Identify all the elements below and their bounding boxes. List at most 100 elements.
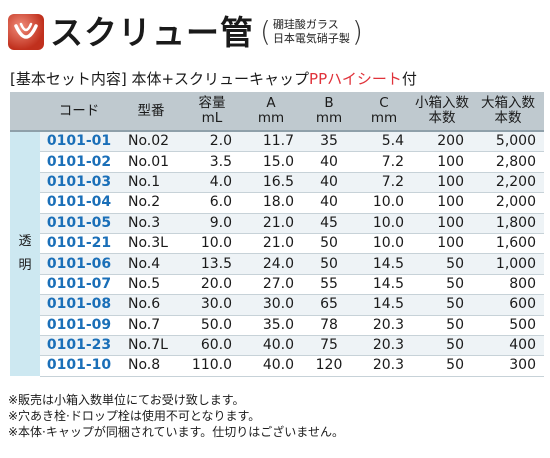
column-header-line-2: mm (370, 110, 398, 126)
dim-c-mm: 20.3 (356, 335, 412, 357)
column-header-line-1: 小箱入数 (415, 95, 469, 111)
dim-b-mm: 120 (302, 355, 356, 377)
group-label-char: 明 (18, 258, 32, 274)
group-label-char: 透 (18, 234, 32, 250)
dim-a-mm: 11.7 (240, 131, 302, 153)
model-number: No.3 (118, 213, 184, 234)
small-box-qty: 50 (412, 355, 472, 377)
title-bar: スクリュー管 ( 硼珪酸ガラス 日本電気硝子製 ) (8, 4, 548, 60)
note-3: ※本体·キャップが同梱されています。仕切りはございません。 (8, 425, 344, 439)
dim-a-mm: 30.0 (240, 294, 302, 316)
column-header: 大箱入数 本数 (472, 92, 544, 132)
large-box-qty: 1,000 (472, 253, 544, 275)
column-header-line-2: 本数 (494, 110, 522, 126)
large-box-qty: 1,800 (472, 213, 544, 234)
dim-a-mm: 15.0 (240, 151, 302, 173)
small-box-qty: 50 (412, 253, 472, 275)
model-number: No.7L (118, 335, 184, 357)
large-box-qty: 2,800 (472, 151, 544, 173)
brand-logo-icon (8, 14, 44, 50)
column-header-line-1: 大箱入数 (481, 95, 535, 111)
dim-c-mm: 7.2 (356, 151, 412, 173)
large-box-qty: 400 (472, 335, 544, 357)
column-header: コード (40, 92, 118, 132)
capacity-ml: 13.5 (184, 253, 240, 275)
dim-b-mm: 45 (302, 213, 356, 234)
dim-c-mm: 7.2 (356, 172, 412, 194)
small-box-qty: 50 (412, 294, 472, 316)
note-2: ※穴あき栓·ドロップ栓は使用不可となります。 (8, 409, 261, 423)
small-box-qty: 50 (412, 315, 472, 336)
column-header-line-2: mm (315, 110, 343, 126)
title-subtitle: ( 硼珪酸ガラス 日本電気硝子製 ) (260, 18, 363, 46)
capacity-ml: 110.0 (184, 355, 240, 377)
table-row: 0101-05 No.3 9.0 21.0 45 10.0 100 1,800 (10, 213, 544, 234)
small-box-qty: 50 (412, 335, 472, 357)
column-header-line-1: 型番 (137, 102, 165, 119)
small-box-qty: 200 (412, 131, 472, 153)
table-row: 0101-09 No.7 50.0 35.0 78 20.3 50 500 (10, 315, 544, 336)
capacity-ml: 9.0 (184, 213, 240, 234)
dim-a-mm: 35.0 (240, 315, 302, 336)
column-header-line-1: B (324, 95, 334, 111)
dim-c-mm: 5.4 (356, 131, 412, 153)
basic-set-suffix: 付 (401, 70, 417, 88)
product-code: 0101-08 (40, 294, 118, 316)
dim-b-mm: 35 (302, 131, 356, 153)
column-header-line-1: C (379, 95, 389, 111)
dim-b-mm: 55 (302, 274, 356, 296)
dim-a-mm: 27.0 (240, 274, 302, 296)
dim-b-mm: 75 (302, 335, 356, 357)
subtitle-line-1: 硼珪酸ガラス (272, 18, 339, 31)
column-header: 容量 mL (184, 92, 240, 132)
basic-set-description: [基本セット内容] 本体+スクリューキャップPPハイシート付 (10, 68, 545, 89)
large-box-qty: 5,000 (472, 131, 544, 153)
table-row: 0101-03 No.1 4.0 16.5 40 7.2 100 2,200 (10, 172, 544, 194)
paren-open: ( (260, 15, 271, 48)
table-row: 透明 0101-01 No.02 2.0 11.7 35 5.4 200 5,000 (10, 131, 544, 377)
column-header-line-2: 本数 (428, 110, 456, 126)
small-box-qty: 50 (412, 274, 472, 296)
table-row: 0101-08 No.6 30.0 30.0 65 14.5 50 600 (10, 294, 544, 316)
dim-c-mm: 20.3 (356, 315, 412, 336)
column-header-line-1: 容量 (198, 95, 226, 111)
column-header-line-1: コード (58, 102, 100, 119)
dim-b-mm: 40 (302, 151, 356, 173)
dim-b-mm: 50 (302, 253, 356, 275)
notes: ※販売は小箱入数単位にてお受け致します。 ※穴あき栓·ドロップ栓は使用不可となり… (8, 392, 548, 440)
capacity-ml: 50.0 (184, 315, 240, 336)
table-row: 0101-21 No.3L 10.0 21.0 50 10.0 100 1,600 (10, 233, 544, 255)
product-code: 0101-05 (40, 213, 118, 234)
large-box-qty: 2,200 (472, 172, 544, 194)
column-header-line-1: A (266, 95, 276, 111)
model-number: No.3L (118, 233, 184, 255)
table-row: 0101-10 No.8 110.0 40.0 120 20.3 50 300 (10, 355, 544, 377)
small-box-qty: 100 (412, 151, 472, 173)
capacity-ml: 3.5 (184, 151, 240, 173)
column-header (10, 92, 40, 132)
small-box-qty: 100 (412, 233, 472, 255)
dim-a-mm: 24.0 (240, 253, 302, 275)
column-header: 小箱入数 本数 (412, 92, 472, 132)
dim-b-mm: 40 (302, 172, 356, 194)
large-box-qty: 300 (472, 355, 544, 377)
product-code: 0101-23 (40, 335, 118, 357)
capacity-ml: 2.0 (184, 131, 240, 153)
table-row: 0101-06 No.4 13.5 24.0 50 14.5 50 1,000 (10, 253, 544, 275)
basic-set-prefix: [基本セット内容] 本体+スクリューキャップ (10, 70, 310, 88)
product-code: 0101-02 (40, 151, 118, 173)
model-number: No.02 (118, 131, 184, 153)
capacity-ml: 60.0 (184, 335, 240, 357)
dim-a-mm: 40.0 (240, 335, 302, 357)
model-number: No.1 (118, 172, 184, 194)
dim-a-mm: 16.5 (240, 172, 302, 194)
product-code: 0101-01 (40, 131, 118, 153)
product-code: 0101-04 (40, 192, 118, 214)
large-box-qty: 800 (472, 274, 544, 296)
column-header: 型番 (118, 92, 184, 132)
model-number: No.7 (118, 315, 184, 336)
table-body: 透明 0101-01 No.02 2.0 11.7 35 5.4 200 5,000 0101-0… (10, 131, 544, 377)
